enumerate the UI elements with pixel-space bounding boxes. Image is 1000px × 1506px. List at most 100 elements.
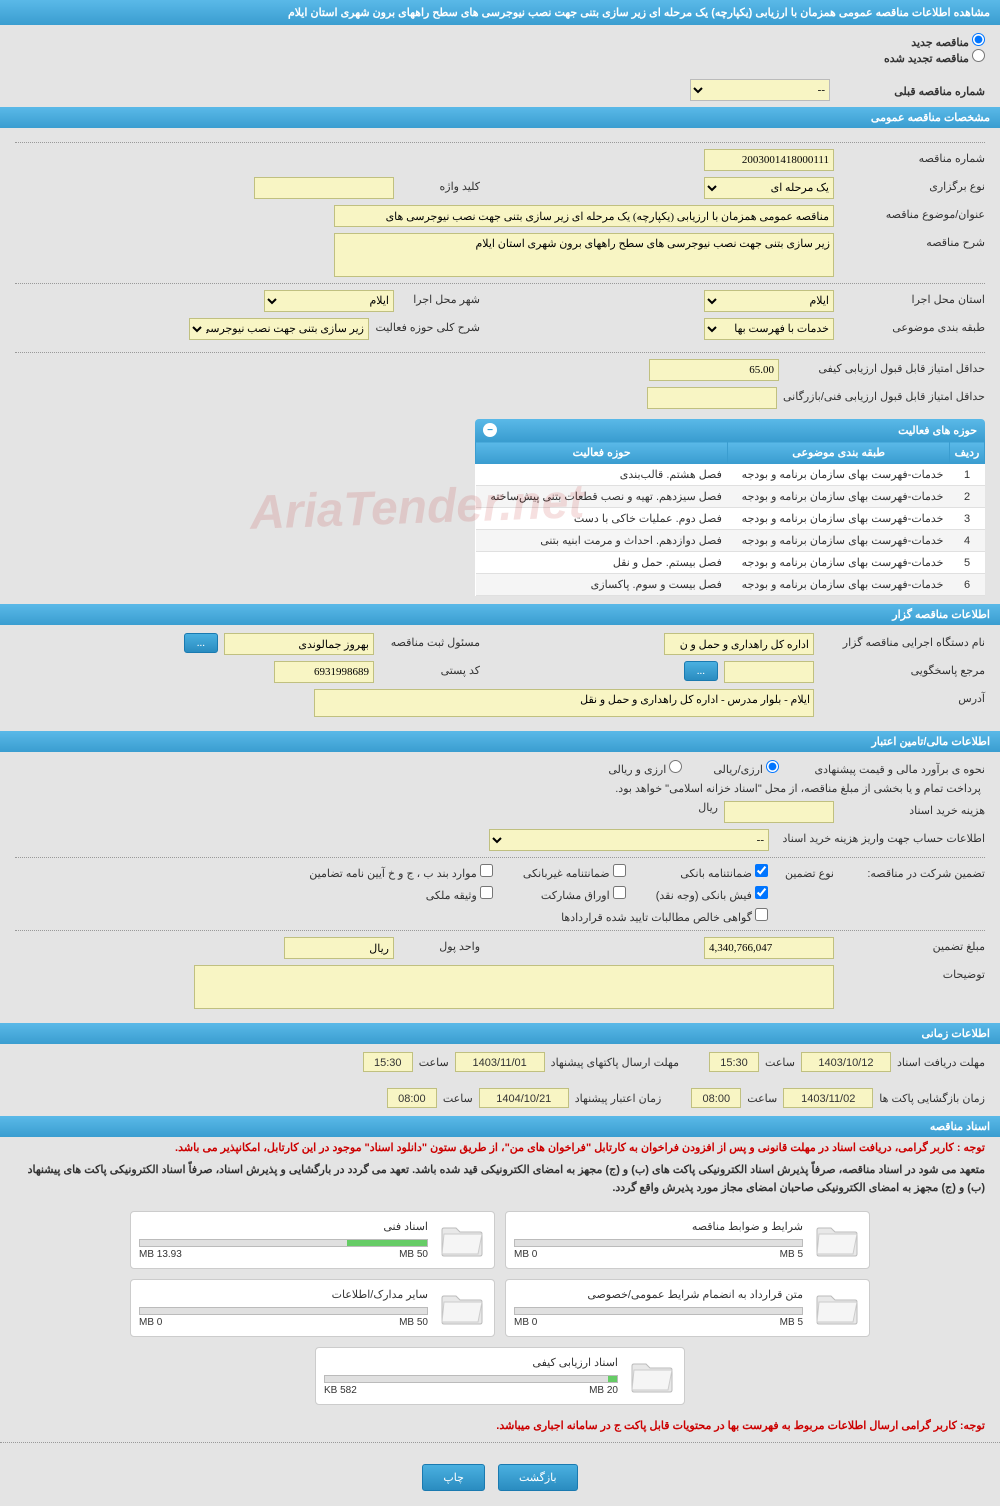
address-label: آدرس [820,689,985,705]
col-scope: حوزه فعالیت [476,442,728,464]
desc-label: شرح مناقصه [840,233,985,249]
table-row: 5خدمات-فهرست بهای سازمان برنامه و بودجهف… [476,552,985,574]
cb-nonbank-guarantee[interactable]: ضمانتنامه غیربانکی [523,864,626,880]
hour-label-4: ساعت [443,1092,473,1105]
doc-card[interactable]: متن قرارداد به انضمام شرایط عمومی/خصوصی … [505,1279,870,1337]
desc-textarea[interactable]: زیر سازی بتنی جهت نصب نیوجرسی های سطح را… [334,233,834,277]
account-info-select[interactable]: -- [489,829,769,851]
doc-used: 13.93 MB [139,1249,182,1260]
doc-max: 20 MB [589,1385,618,1396]
subject-input[interactable] [334,205,834,227]
activity-table-title: حوزه های فعالیت [898,424,977,437]
min-quality-input[interactable] [649,359,779,381]
cb-bank-guarantee[interactable]: ضمانتنامه بانکی [656,864,768,880]
prev-number-label: شماره مناقصه قبلی [840,82,985,98]
cb-contracts[interactable]: گواهی خالص مطالبات تایید شده قراردادها [309,908,768,924]
doc-max: 5 MB [780,1317,803,1328]
remarks-textarea[interactable] [194,965,834,1009]
number-label: شماره مناقصه [840,149,985,165]
doc-used: 0 MB [514,1317,537,1328]
doc-card[interactable]: شرایط و ضوابط مناقصه 5 MB 0 MB [505,1211,870,1269]
cb-regulation[interactable]: موارد بند ب ، ج و خ آیین نامه تضامین [309,864,493,880]
min-tech-label: حداقل امتیاز قابل قبول ارزیابی فنی/بازرگ… [783,387,985,403]
guarantee-label: تضمین شرکت در مناقصه: [840,864,985,880]
manager-input[interactable] [224,633,374,655]
progress-bar [514,1239,803,1247]
classification-select[interactable]: خدمات با فهرست بها [704,318,834,340]
address-textarea[interactable]: ایلام - بلوار مدرس - اداره کل راهداری و … [314,689,814,717]
number-input[interactable] [704,149,834,171]
manager-lookup-button[interactable]: ... [184,633,218,653]
payment-note: پرداخت تمام و یا بخشی از مبلغ مناقصه، از… [15,782,985,795]
ref-input[interactable] [724,661,814,683]
folder-icon [628,1356,676,1396]
doc-card[interactable]: اسناد فنی 50 MB13.93 MB [130,1211,495,1269]
section-header-docs: اسناد مناقصه [0,1116,1000,1137]
collapse-icon[interactable]: − [483,423,497,437]
activity-scope-select[interactable]: زیر سازی بتنی جهت نصب نیوجرسی های سطح [189,318,369,340]
col-row: ردیف [950,442,985,464]
folder-icon [813,1220,861,1260]
opening-date: 1403/11/02 [783,1088,873,1108]
type-label: نوع برگزاری [840,177,985,193]
cb-cash[interactable]: فیش بانکی (وجه نقد) [656,886,768,902]
receive-deadline-date: 1403/10/12 [801,1052,891,1072]
org-input[interactable] [664,633,814,655]
radio-renewed-tender[interactable]: مناقصه تجدید شده [884,53,985,65]
send-deadline-label: مهلت ارسال پاکتهای پیشنهاد [551,1056,679,1069]
validity-label: زمان اعتبار پیشنهاد [575,1092,662,1105]
doc-fee-label: هزینه خرید اسناد [840,801,985,817]
activity-table: ردیف طبقه بندی موضوعی حوزه فعالیت 1خدمات… [475,441,985,596]
radio-new-tender[interactable]: مناقصه جدید [911,37,985,49]
keyword-label: کلید واژه [400,177,480,193]
table-row: 4خدمات-فهرست بهای سازمان برنامه و بودجهف… [476,530,985,552]
prev-number-select[interactable]: -- [690,79,830,101]
city-select[interactable]: ایلام [264,290,394,312]
radio-rial[interactable]: ارزی/ریالی [713,760,779,776]
doc-card[interactable]: سایر مدارک/اطلاعات 50 MB0 MB [130,1279,495,1337]
section-header-financial: اطلاعات مالی/تامین اعتبار [0,731,1000,752]
progress-bar [514,1307,803,1315]
cb-property[interactable]: وثیقه ملکی [309,886,493,902]
cb-participation[interactable]: اوراق مشارکت [523,886,626,902]
keyword-input[interactable] [254,177,394,199]
guarantee-type-label: نوع تضمین [774,864,834,880]
min-tech-input[interactable] [647,387,777,409]
section-header-general: مشخصات مناقصه عمومی [0,107,1000,128]
folder-icon [438,1220,486,1260]
radio-both[interactable]: ارزی و ریالی [608,760,682,776]
postal-input[interactable] [274,661,374,683]
section-header-time: اطلاعات زمانی [0,1023,1000,1044]
doc-card[interactable]: اسناد ارزیابی کیفی 20 MB582 KB [315,1347,685,1405]
amount-label: مبلغ تضمین [840,937,985,953]
unit-input[interactable] [284,937,394,959]
city-label: شهر محل اجرا [400,290,480,306]
manager-label: مسئول ثبت مناقصه [380,633,480,649]
validity-time: 08:00 [387,1088,437,1108]
type-select[interactable]: یک مرحله ای [704,177,834,199]
account-info-label: اطلاعات حساب جهت واریز هزینه خرید اسناد [775,829,985,845]
docs-note-black: متعهد می شود در اسناد مناقصه، صرفاً پذیر… [0,1158,1000,1201]
table-row: 2خدمات-فهرست بهای سازمان برنامه و بودجهف… [476,486,985,508]
section-header-issuer: اطلاعات مناقصه گزار [0,604,1000,625]
province-select[interactable]: ایلام [704,290,834,312]
tender-type-radios: مناقصه جدید مناقصه تجدید شده [0,25,1000,73]
est-method-label: نحوه ی برآورد مالی و قیمت پیشنهادی [785,760,985,776]
doc-title: اسناد فنی [139,1220,428,1233]
print-button[interactable]: چاپ [422,1464,485,1491]
postal-label: کد پستی [380,661,480,677]
amount-input[interactable] [704,937,834,959]
receive-deadline-label: مهلت دریافت اسناد [897,1056,985,1069]
doc-fee-input[interactable] [724,801,834,823]
classification-label: طبقه بندی موضوعی [840,318,985,334]
doc-title: اسناد ارزیابی کیفی [324,1356,618,1369]
doc-title: متن قرارداد به انضمام شرایط عمومی/خصوصی [514,1288,803,1301]
doc-max: 5 MB [780,1249,803,1260]
docs-note-red2: توجه: کاربر گرامی ارسال اطلاعات مربوط به… [0,1415,1000,1436]
back-button[interactable]: بازگشت [498,1464,578,1491]
radio-renewed-label: مناقصه تجدید شده [884,53,969,65]
ref-lookup-button[interactable]: ... [684,661,718,681]
progress-bar [324,1375,618,1383]
doc-used: 0 MB [514,1249,537,1260]
doc-title: شرایط و ضوابط مناقصه [514,1220,803,1233]
